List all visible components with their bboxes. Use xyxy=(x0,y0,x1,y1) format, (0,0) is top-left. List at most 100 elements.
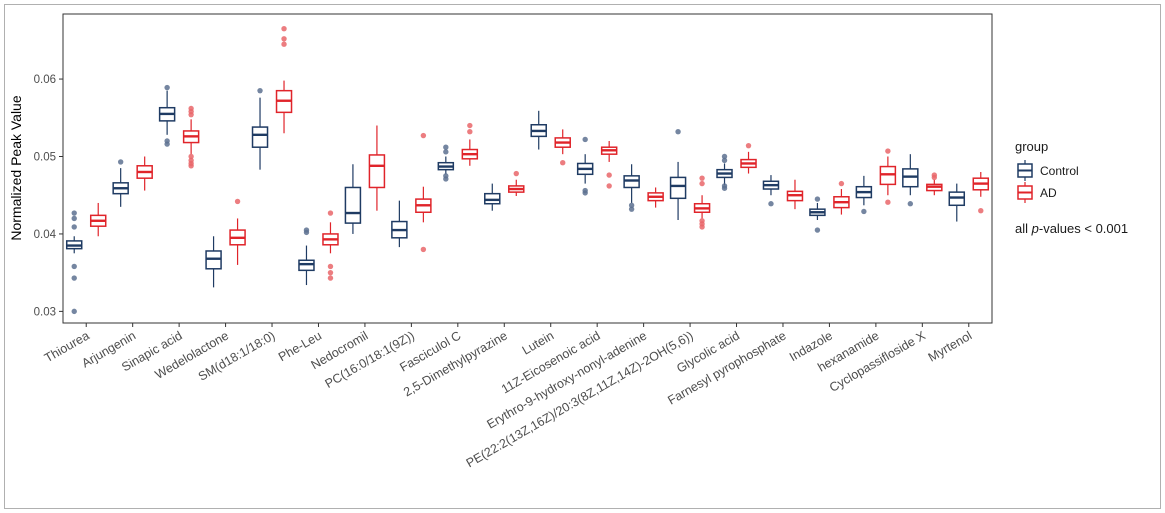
x-category-label: Myrtenol xyxy=(926,328,975,364)
outlier-point xyxy=(281,36,287,42)
box-ad xyxy=(833,180,850,215)
outlier-point xyxy=(71,210,77,216)
outlier-point xyxy=(907,201,914,207)
outlier-point xyxy=(745,142,752,149)
box-ad xyxy=(136,156,153,191)
x-category-label: Lutein xyxy=(520,328,557,357)
outlier-point xyxy=(443,144,449,150)
box-control xyxy=(391,200,408,248)
box-control xyxy=(948,183,966,222)
box-ad xyxy=(415,132,432,253)
outlier-point xyxy=(71,215,77,222)
outlier-point xyxy=(699,175,705,181)
box-control xyxy=(669,129,687,220)
legend: group Control AD xyxy=(1015,139,1079,203)
box-control xyxy=(530,110,547,150)
box-control xyxy=(112,159,129,207)
y-tick-label: 0.03 xyxy=(34,306,56,318)
outlier-point xyxy=(71,224,77,230)
box-ad xyxy=(461,122,479,166)
box-control xyxy=(762,175,780,207)
outlier-point xyxy=(885,199,891,205)
outlier-point xyxy=(978,208,984,214)
iqr-box xyxy=(251,126,269,148)
legend-label-ad: AD xyxy=(1040,186,1057,200)
outlier-point xyxy=(560,159,566,166)
y-tick-label: 0.06 xyxy=(34,74,56,86)
box-ad xyxy=(508,170,525,196)
box-ad xyxy=(182,105,200,169)
outlier-point xyxy=(606,183,612,189)
outlier-point xyxy=(164,84,170,91)
outlier-point xyxy=(420,132,427,139)
legend-key-ad xyxy=(1017,182,1033,203)
box-ad xyxy=(786,179,804,210)
outlier-point xyxy=(582,136,588,143)
outlier-point xyxy=(467,129,473,135)
box-control xyxy=(158,84,176,147)
outlier-point xyxy=(327,210,334,216)
outlier-point xyxy=(885,148,891,154)
box-control xyxy=(576,136,594,196)
iqr-box xyxy=(344,186,362,224)
iqr-box xyxy=(669,176,687,200)
outlier-point xyxy=(188,105,194,112)
outlier-point xyxy=(699,218,705,224)
box-control xyxy=(716,153,733,191)
box-control xyxy=(344,164,362,234)
iqr-box xyxy=(368,154,386,189)
box-control xyxy=(298,227,315,286)
box-ad xyxy=(554,129,571,166)
outlier-point xyxy=(768,201,774,207)
box-control xyxy=(902,154,919,207)
outlier-point xyxy=(281,26,287,32)
outlier-point xyxy=(117,159,124,165)
outlier-point xyxy=(513,170,519,177)
outlier-point xyxy=(721,183,728,189)
outlier-point xyxy=(188,157,194,164)
y-tick-label: 0.04 xyxy=(34,229,57,241)
box-control xyxy=(205,236,222,288)
outlier-point xyxy=(327,263,334,270)
legend-title: group xyxy=(1015,139,1048,154)
outlier-point xyxy=(443,149,449,155)
outlier-point xyxy=(675,129,681,135)
box-control xyxy=(623,164,640,212)
box-control xyxy=(855,175,873,215)
box-control xyxy=(809,196,826,233)
outlier-point xyxy=(721,153,728,160)
outlier-point xyxy=(628,202,635,208)
legend-key-control xyxy=(1017,160,1033,181)
y-tick-label: 0.05 xyxy=(34,151,56,163)
outlier-point xyxy=(257,87,263,94)
y-axis: 0.03 0.04 0.05 0.06 xyxy=(34,74,63,318)
box-control xyxy=(65,210,83,315)
box-ad xyxy=(879,148,897,205)
box-ad xyxy=(89,202,107,237)
box-control xyxy=(484,183,501,211)
outlier-point xyxy=(931,172,938,178)
outlier-point xyxy=(71,308,77,315)
outlier-point xyxy=(838,180,845,187)
outlier-point xyxy=(303,227,310,233)
box-ad xyxy=(275,26,293,134)
outlier-point xyxy=(467,122,473,129)
box-ad xyxy=(368,125,386,211)
outlier-point xyxy=(699,180,705,187)
outlier-point xyxy=(443,173,449,179)
y-axis-title: Normalized Peak Value xyxy=(8,95,24,240)
outlier-point xyxy=(327,275,334,281)
outlier-point xyxy=(281,41,287,47)
outlier-point xyxy=(71,263,77,270)
outlier-point xyxy=(814,196,821,202)
plot-panel-border xyxy=(62,13,993,324)
outlier-point xyxy=(188,153,194,160)
outlier-point xyxy=(721,157,728,164)
outlier-point xyxy=(420,246,427,253)
outlier-point xyxy=(628,206,635,212)
box-ad xyxy=(647,187,664,208)
outlier-point xyxy=(164,138,170,144)
outlier-point xyxy=(606,172,612,178)
box-ad xyxy=(693,175,711,230)
